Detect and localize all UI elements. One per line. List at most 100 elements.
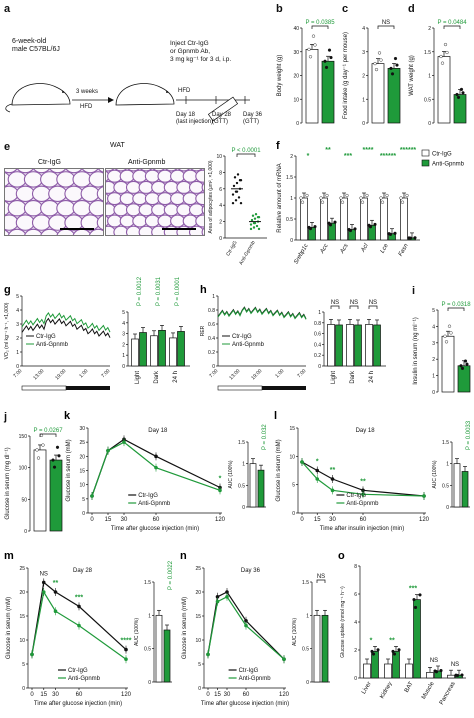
y-axis-label: Glucose in serum (mg dl⁻¹): [5, 447, 11, 519]
data-point: [345, 193, 349, 198]
adipocyte: [49, 169, 67, 174]
x-tick-label: Anti-Gpnmb: [238, 240, 257, 266]
y-tick-label: 1.5: [286, 175, 293, 181]
y-tick-label: 2: [290, 154, 293, 160]
y-tick-label: 1: [122, 353, 125, 359]
category-label: 24 h: [369, 371, 375, 383]
gene-label: Acl: [360, 242, 370, 254]
p-value: P = 0.032: [262, 424, 268, 450]
bar: [392, 651, 400, 679]
y-tick-label: 8: [219, 170, 222, 176]
day28-text: Day 28 (GTT): [212, 112, 232, 125]
y-axis-label: AUC (100%): [228, 460, 234, 488]
bar: [150, 335, 158, 367]
data-point: [395, 63, 399, 67]
significance-stars: ***: [409, 586, 417, 593]
category-label: Liver: [361, 681, 373, 695]
legend-label-anti: Anti-Gpnmb: [36, 342, 69, 348]
y-tick-label: 0.5: [302, 647, 309, 653]
x-tick-label: 0: [30, 692, 34, 698]
bar: [346, 324, 354, 367]
glucose-uptake-chart: o 0 2 4 6 8 Glucose uptake (nmol mg⁻¹ h⁻¹) Live…: [338, 550, 466, 706]
bar: [320, 197, 328, 241]
significance-stars: **: [389, 637, 395, 644]
y-tick-label: 3: [432, 341, 435, 347]
data-point: [311, 34, 316, 38]
data-point: [57, 454, 61, 458]
y-tick-label: 0.4: [314, 342, 321, 348]
chart-j: 0 50 100 150 Glucose in serum (mg dl⁻¹) P = 0…: [5, 428, 63, 535]
y-tick-label: 4: [122, 321, 125, 327]
adipocyte: [201, 182, 204, 193]
data-point: [400, 200, 405, 204]
data-point: [393, 231, 397, 235]
chart-title: Day 36: [241, 568, 261, 574]
y-tick-label: 3: [16, 322, 19, 328]
bar: [363, 663, 371, 679]
data-point: [392, 652, 397, 656]
panel-c: c 0 1 2 3 4 Food intake (g day⁻¹ per mouse) NS: [338, 0, 404, 135]
bar: [426, 672, 434, 679]
panel-i: i 0 1 2 3 4 5 Insulin in serum (ng ml⁻¹) P = 0.0…: [408, 282, 474, 404]
adipocyte: [97, 169, 103, 173]
data-point: [237, 196, 241, 199]
y-axis-label: AUC (100%): [134, 618, 140, 646]
chart-d: 0 0.5 1 1.5 2 WAT weight (g) P = 0.0484: [409, 20, 467, 127]
data-point: [460, 366, 465, 370]
x-tick-label: Ctr-IgG: [225, 240, 238, 257]
bar: [131, 338, 139, 367]
mouse-mid-icon: [115, 83, 175, 106]
data-point: [252, 221, 256, 225]
x-tick-label: 60: [243, 692, 250, 698]
data-point: [393, 56, 398, 61]
data-point: [439, 54, 443, 59]
data-point: [282, 657, 286, 661]
syringe-icon: [207, 96, 239, 122]
y-tick-label: 5: [122, 310, 125, 316]
y-tick-label: 6: [219, 187, 222, 193]
y-tick-label: 1: [306, 613, 309, 619]
data-point: [234, 190, 238, 193]
p-value: NS: [350, 300, 358, 306]
data-point: [327, 48, 332, 52]
data-point: [154, 454, 158, 459]
x-tick-label: 120: [121, 692, 132, 698]
series-ctr-line: [21, 317, 111, 338]
x-tick-label: 15: [314, 517, 321, 523]
y-tick-label: 0: [122, 364, 125, 370]
data-point: [324, 65, 329, 70]
bar: [139, 332, 147, 367]
bar: [384, 663, 392, 679]
data-point: [339, 196, 343, 200]
y-tick-label: 1: [148, 613, 151, 619]
panel-a: a 6-week-old male C57BL/6J 3 weeks HFD I…: [0, 0, 270, 135]
data-point: [106, 448, 110, 453]
legend-label-ctr: Ctr-IgG: [232, 334, 252, 340]
data-point: [256, 215, 260, 219]
mouse-left-icon: [5, 83, 71, 113]
data-point: [234, 199, 238, 202]
y-tick-label: 2: [16, 336, 19, 342]
data-point: [77, 623, 81, 628]
bar: [461, 471, 469, 508]
gene-label: Acc: [319, 243, 330, 256]
bar: [354, 324, 362, 367]
data-point: [370, 649, 374, 653]
adipocyte: [24, 228, 43, 235]
chart-title: Day 18: [148, 428, 168, 434]
bar: [447, 674, 455, 679]
x-tick-label: 13:00: [228, 368, 241, 381]
panel-label-k: k: [64, 410, 71, 422]
panel-label-d: d: [408, 3, 415, 15]
y-tick-label: 0: [318, 364, 321, 370]
data-point: [255, 224, 259, 228]
p-value: P < 0.0001: [231, 148, 261, 154]
y-axis-label: Glucose in serum (mM): [6, 597, 12, 659]
category-label: Light: [135, 371, 141, 384]
y-tick-label: 0: [148, 680, 151, 686]
category-label: 24 h: [173, 371, 179, 383]
p-value: P = 0.0031: [156, 276, 162, 306]
bar: [340, 197, 348, 241]
legend-swatch-anti: [421, 159, 430, 167]
x-tick-label: 7:00: [100, 368, 111, 379]
